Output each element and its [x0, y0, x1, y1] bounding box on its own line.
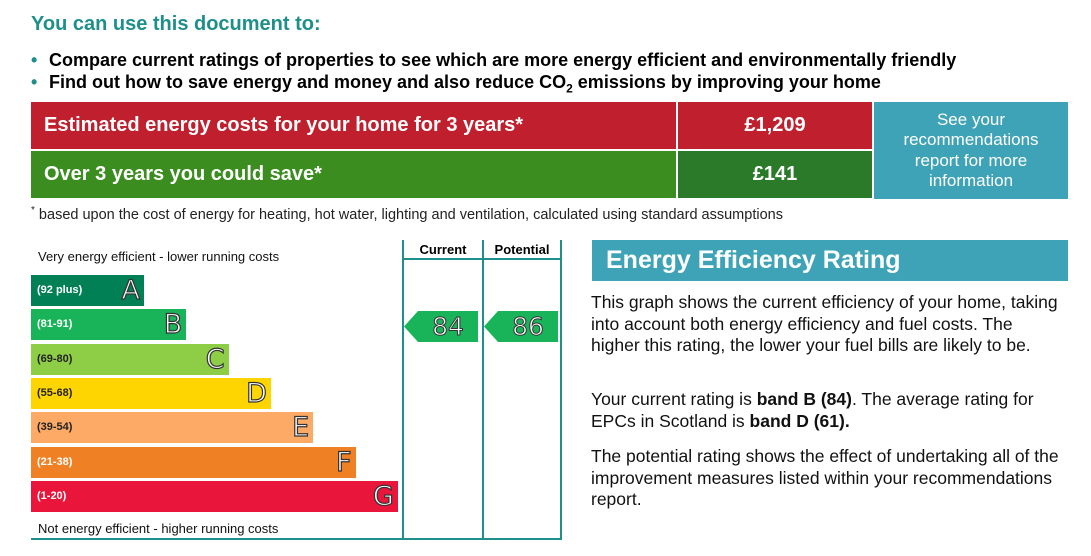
bullet-subscript: 2: [566, 81, 573, 96]
savings-value: £141: [678, 151, 872, 198]
potential-rating-arrow: 86: [484, 310, 558, 342]
potential-column-header: Potential: [494, 242, 550, 257]
band-range: (92 plus): [37, 284, 83, 296]
band-letter: A: [121, 274, 141, 306]
bullet-icon: •: [31, 50, 38, 70]
current-column-left-border: [402, 240, 404, 540]
energy-rating-chart: Very energy efficient - lower running co…: [31, 240, 562, 540]
band-range: (81-91): [37, 318, 73, 331]
eer-current-band: band B (84): [756, 389, 852, 409]
band-letter: D: [245, 377, 267, 409]
band-letter: F: [335, 446, 352, 478]
current-rating-arrow: 84: [404, 311, 478, 343]
bullet-text: Find out how to save energy and money an…: [49, 72, 567, 92]
current-column-header: Current: [419, 242, 467, 257]
band-d: (55-68) D: [31, 377, 271, 409]
band-a: (92 plus) A: [31, 274, 144, 307]
eer-average-band: band D (61).: [749, 410, 850, 431]
potential-rating-value: 86: [512, 311, 545, 341]
band-letter: G: [372, 480, 394, 512]
intro-heading: You can use this document to:: [31, 13, 321, 35]
band-g: (1-20) G: [31, 480, 398, 512]
eer-p2-text: Your current rating is: [591, 389, 757, 409]
band-c: (69-80) C: [31, 343, 229, 375]
eer-paragraph-2: Your current rating is band B (84). The …: [591, 389, 1061, 432]
bullet-text: Compare current ratings of properties to…: [49, 50, 957, 70]
band-f: (21-38) F: [31, 446, 356, 478]
recommendations-link[interactable]: See your recommendations report for more…: [874, 102, 1068, 199]
estimated-costs-label: Estimated energy costs for your home for…: [31, 102, 676, 149]
column-header-underline: [402, 258, 562, 260]
current-rating-value: 84: [432, 312, 465, 342]
eer-p2-text-2: . The average rating for EPCs in Scotlan…: [591, 389, 1034, 431]
column-divider: [482, 240, 484, 540]
chart-bottom-border: [31, 538, 562, 540]
savings-label: Over 3 years you could save*: [31, 151, 676, 198]
estimated-costs-value: £1,209: [678, 102, 872, 149]
eer-title: Energy Efficiency Rating: [592, 240, 1068, 281]
band-range: (69-80): [37, 352, 73, 365]
chart-top-note: Very energy efficient - lower running co…: [38, 249, 280, 264]
footnote-star: *: [31, 205, 35, 216]
footnote-text: based upon the cost of energy for heatin…: [34, 206, 783, 223]
potential-column-right-border: [560, 240, 562, 540]
intro-bullet-2: • Find out how to save energy and money a…: [31, 71, 956, 100]
band-range: (1-20): [37, 489, 67, 502]
band-range: (55-68): [37, 386, 73, 399]
eer-paragraph-3: The potential rating shows the effect of…: [591, 446, 1059, 509]
intro-bullet-1: • Compare current ratings of properties t…: [31, 49, 956, 71]
chart-bottom-note: Not energy efficient - higher running co…: [38, 521, 279, 536]
bullet-text-end: emissions by improving your home: [572, 72, 881, 92]
band-letter: E: [292, 412, 310, 444]
band-b: (81-91) B: [31, 309, 187, 341]
footnote: * based upon the cost of energy for heat…: [31, 205, 783, 223]
bullet-icon: •: [31, 72, 38, 92]
band-range: (39-54): [37, 421, 73, 434]
intro-bullets: • Compare current ratings of properties t…: [31, 49, 956, 100]
band-letter: C: [205, 343, 225, 375]
eer-paragraph-1: This graph shows the current efficiency …: [591, 292, 1058, 355]
band-range: (21-38): [37, 455, 73, 468]
band-e: (39-54) E: [31, 412, 314, 444]
band-letter: B: [163, 309, 183, 341]
